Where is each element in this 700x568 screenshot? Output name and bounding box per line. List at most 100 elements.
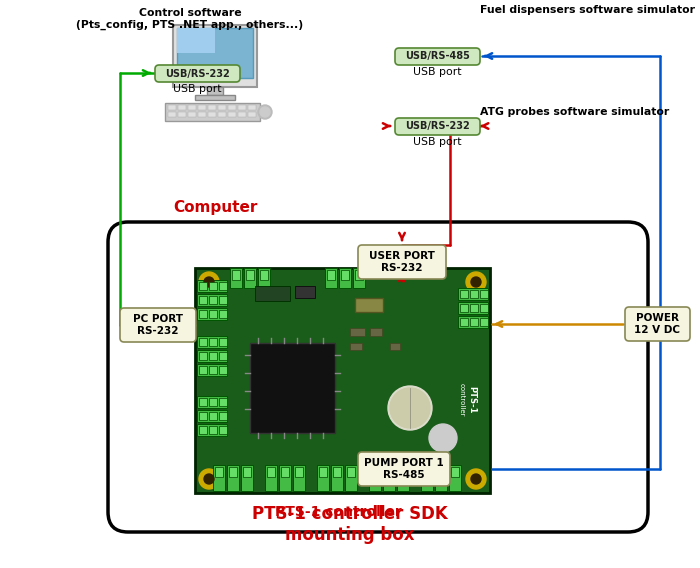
Bar <box>449 465 461 491</box>
Bar <box>480 290 488 298</box>
Circle shape <box>471 277 481 287</box>
Bar <box>219 412 227 420</box>
Bar <box>219 366 227 374</box>
Bar <box>267 467 275 477</box>
Bar <box>458 316 488 328</box>
Bar <box>195 268 490 493</box>
Bar <box>199 296 207 304</box>
Bar <box>437 467 445 477</box>
Bar <box>199 310 207 318</box>
Bar <box>258 268 270 288</box>
Bar <box>470 290 478 298</box>
Text: USB port: USB port <box>173 84 221 94</box>
Circle shape <box>260 107 270 117</box>
Bar <box>218 112 226 117</box>
Bar <box>421 465 433 491</box>
Bar <box>188 112 196 117</box>
Bar <box>317 465 329 491</box>
Bar <box>319 467 327 477</box>
Text: Control software
(Pts_config, PTS .NET app., others...): Control software (Pts_config, PTS .NET a… <box>76 8 304 30</box>
Text: USB/RS-485: USB/RS-485 <box>405 52 470 61</box>
Bar <box>228 112 236 117</box>
Circle shape <box>390 388 430 428</box>
Circle shape <box>429 424 457 452</box>
Bar <box>209 398 217 406</box>
Bar <box>460 318 468 326</box>
Bar <box>246 270 254 280</box>
Bar <box>232 270 240 280</box>
Bar <box>218 105 226 110</box>
Text: Computer: Computer <box>173 200 257 215</box>
Bar <box>227 465 239 491</box>
Bar <box>197 294 227 306</box>
Circle shape <box>466 272 486 292</box>
Bar <box>207 87 223 95</box>
Bar <box>350 343 362 350</box>
Bar <box>230 268 242 288</box>
Bar <box>219 352 227 360</box>
Bar <box>350 328 365 336</box>
Bar <box>333 467 341 477</box>
Bar <box>168 112 176 117</box>
FancyBboxPatch shape <box>395 118 480 135</box>
FancyBboxPatch shape <box>358 245 446 279</box>
Circle shape <box>199 272 219 292</box>
Bar <box>279 465 291 491</box>
Text: PTS-1 controller: PTS-1 controller <box>275 505 402 519</box>
Bar <box>480 318 488 326</box>
Bar <box>177 28 253 78</box>
Bar <box>209 338 217 346</box>
Text: PTS-1 controller SDK
mounting box: PTS-1 controller SDK mounting box <box>252 505 448 544</box>
Bar <box>385 467 393 477</box>
Bar <box>199 338 207 346</box>
Bar <box>219 338 227 346</box>
Bar <box>355 270 363 280</box>
Bar <box>241 465 253 491</box>
Bar <box>325 268 337 288</box>
Bar <box>188 105 196 110</box>
Bar <box>197 350 227 362</box>
Bar <box>260 270 268 280</box>
Bar <box>480 304 488 312</box>
Bar <box>215 467 223 477</box>
Bar <box>383 465 395 491</box>
Bar <box>248 105 256 110</box>
Bar <box>331 465 343 491</box>
Bar <box>353 268 365 288</box>
Bar <box>229 467 237 477</box>
Bar <box>345 465 357 491</box>
Bar <box>460 290 468 298</box>
Circle shape <box>466 469 486 489</box>
Bar <box>397 465 409 491</box>
FancyBboxPatch shape <box>395 48 480 65</box>
Bar <box>435 465 447 491</box>
Bar <box>178 105 186 110</box>
Bar <box>295 467 303 477</box>
Text: controller: controller <box>459 383 465 417</box>
Bar <box>197 308 227 320</box>
Bar <box>197 410 227 422</box>
Bar <box>219 296 227 304</box>
Bar <box>327 270 335 280</box>
Bar <box>369 465 381 491</box>
Bar <box>195 95 235 100</box>
Bar <box>177 28 215 53</box>
Bar <box>209 352 217 360</box>
Text: USB port: USB port <box>413 67 461 77</box>
Bar <box>238 112 246 117</box>
Bar <box>173 25 257 87</box>
Text: PUMP PORT 1
RS-485: PUMP PORT 1 RS-485 <box>364 458 444 480</box>
Bar <box>347 467 355 477</box>
FancyBboxPatch shape <box>108 222 648 532</box>
Bar <box>390 343 400 350</box>
Bar <box>244 268 256 288</box>
Bar <box>458 288 488 300</box>
Text: USER PORT
RS-232: USER PORT RS-232 <box>369 251 435 273</box>
Bar <box>248 112 256 117</box>
Bar <box>197 280 227 292</box>
Bar <box>209 426 217 434</box>
Bar <box>219 310 227 318</box>
Bar <box>451 467 459 477</box>
Bar <box>208 105 216 110</box>
Bar <box>197 396 227 408</box>
